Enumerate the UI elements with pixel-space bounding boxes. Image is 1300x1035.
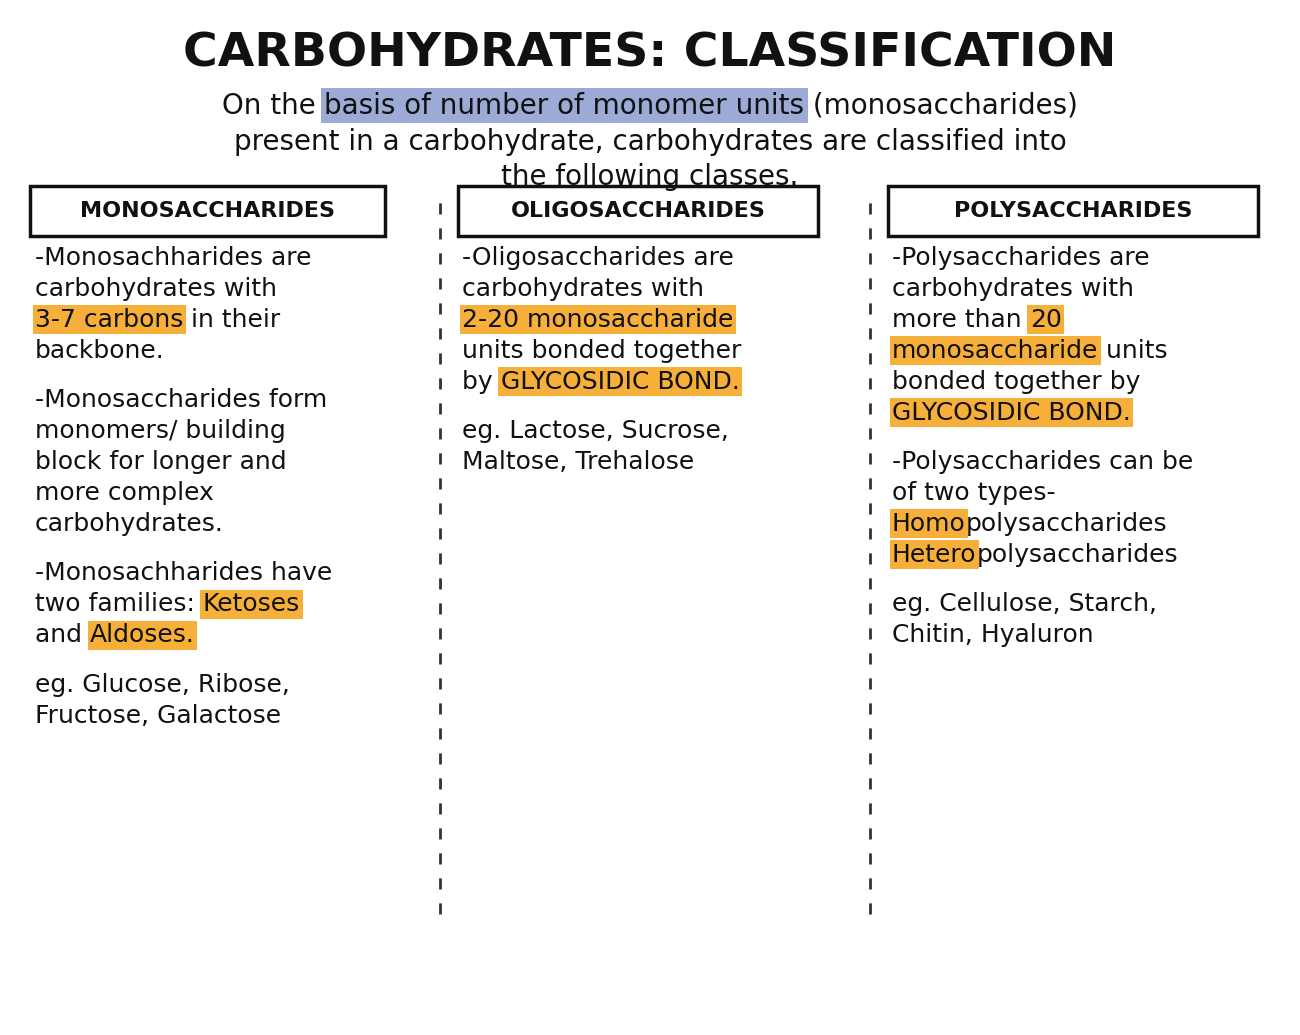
Text: alamy: alamy [55, 971, 150, 999]
Text: Chitin, Hyaluron: Chitin, Hyaluron [892, 623, 1093, 647]
Text: POLYSACCHARIDES: POLYSACCHARIDES [954, 202, 1192, 221]
Text: monosaccharide: monosaccharide [892, 338, 1098, 363]
Text: carbohydrates with: carbohydrates with [462, 277, 705, 301]
Text: carbohydrates with: carbohydrates with [892, 277, 1134, 301]
Text: -Monosaccharides form: -Monosaccharides form [35, 388, 328, 412]
Text: 3-7 carbons: 3-7 carbons [35, 308, 183, 332]
Text: Aldoses.: Aldoses. [90, 623, 195, 647]
Text: www.alamy.com: www.alamy.com [1132, 1001, 1245, 1013]
Text: units bonded together: units bonded together [462, 338, 741, 363]
Text: Maltose, Trehalose: Maltose, Trehalose [462, 450, 694, 474]
Text: Ketoses: Ketoses [203, 592, 300, 616]
Text: polysaccharides: polysaccharides [976, 542, 1178, 567]
Text: MONOSACCHARIDES: MONOSACCHARIDES [81, 202, 335, 221]
Text: carbohydrates with: carbohydrates with [35, 277, 277, 301]
Text: eg. Glucose, Ribose,: eg. Glucose, Ribose, [35, 673, 290, 697]
Text: -Oligosaccharides are: -Oligosaccharides are [462, 246, 734, 270]
Text: GLYCOSIDIC BOND.: GLYCOSIDIC BOND. [500, 369, 740, 393]
Text: CARBOHYDRATES: CLASSIFICATION: CARBOHYDRATES: CLASSIFICATION [183, 32, 1117, 77]
Text: basis of number of monomer units: basis of number of monomer units [325, 92, 805, 120]
Bar [30, 186, 385, 236]
Text: On the: On the [222, 92, 325, 120]
Text: monomers/ building: monomers/ building [35, 419, 286, 443]
Text: bonded together by: bonded together by [892, 369, 1140, 393]
Text: OLIGOSACCHARIDES: OLIGOSACCHARIDES [511, 202, 766, 221]
Text: -Polysaccharides are: -Polysaccharides are [892, 246, 1149, 270]
Text: in their: in their [183, 308, 281, 332]
Text: block for longer and: block for longer and [35, 450, 286, 474]
Text: backbone.: backbone. [35, 338, 165, 363]
Text: -Polysaccharides can be: -Polysaccharides can be [892, 450, 1193, 474]
Text: -Monosachharides are: -Monosachharides are [35, 246, 312, 270]
Text: the following classes.: the following classes. [502, 164, 798, 191]
Text: eg. Cellulose, Starch,: eg. Cellulose, Starch, [892, 592, 1157, 616]
Text: Fructose, Galactose: Fructose, Galactose [35, 704, 281, 728]
Bar [888, 186, 1258, 236]
Text: polysaccharides: polysaccharides [966, 512, 1167, 536]
Text: by: by [462, 369, 501, 393]
Text: and: and [35, 623, 90, 647]
Text: Hetero: Hetero [892, 542, 976, 567]
Text: eg. Lactose, Sucrose,: eg. Lactose, Sucrose, [462, 419, 729, 443]
Text: 2-20 monosaccharide: 2-20 monosaccharide [462, 308, 733, 332]
Text: Image ID: 2XP0YPG: Image ID: 2XP0YPG [1123, 967, 1245, 979]
Text: more complex: more complex [35, 481, 213, 505]
Text: GLYCOSIDIC BOND.: GLYCOSIDIC BOND. [892, 401, 1131, 424]
Text: carbohydrates.: carbohydrates. [35, 512, 224, 536]
Text: (monosaccharides): (monosaccharides) [805, 92, 1078, 120]
Text: Homo: Homo [892, 512, 966, 536]
Text: present in a carbohydrate, carbohydrates are classified into: present in a carbohydrate, carbohydrates… [234, 127, 1066, 155]
Bar [458, 186, 818, 236]
Text: more than: more than [892, 308, 1030, 332]
Text: units: units [1098, 338, 1167, 363]
Text: of two types-: of two types- [892, 481, 1056, 505]
Text: two families:: two families: [35, 592, 203, 616]
Text: 20: 20 [1030, 308, 1062, 332]
Text: -Monosachharides have: -Monosachharides have [35, 561, 333, 586]
